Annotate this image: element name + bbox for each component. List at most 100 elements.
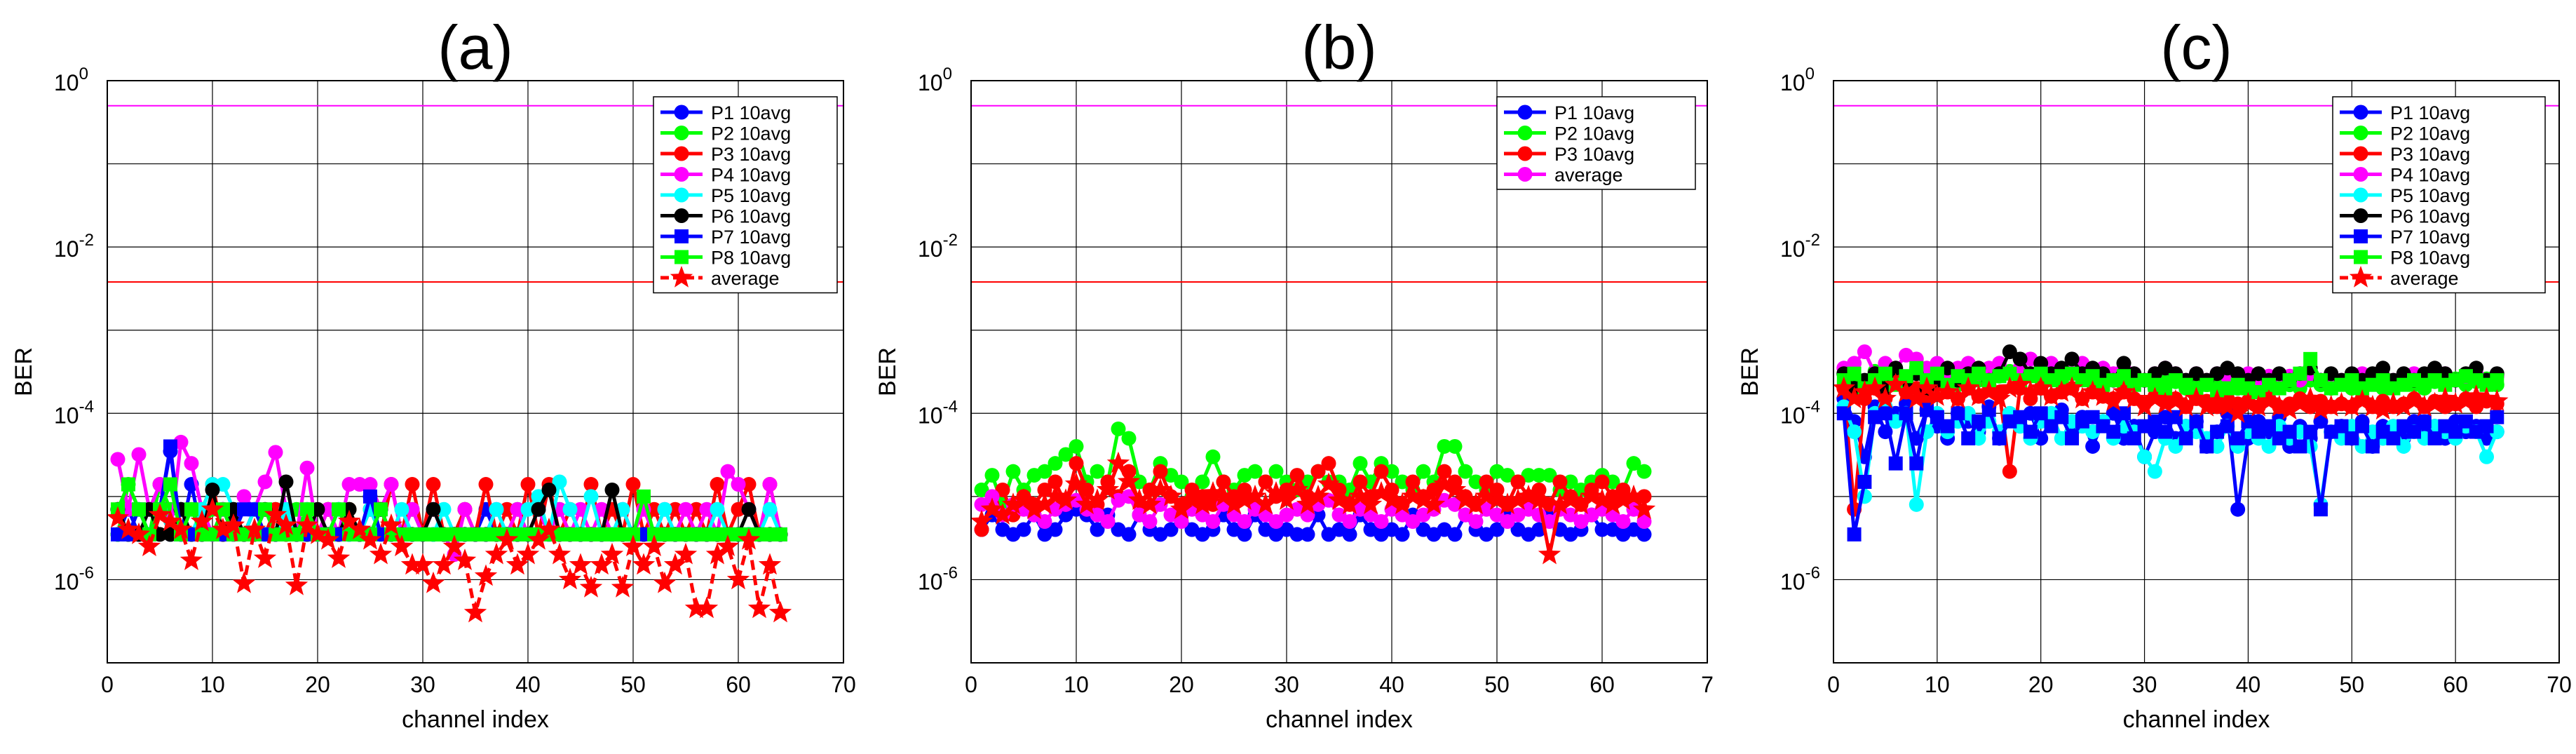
- data-point: [2137, 449, 2153, 464]
- data-point: [2267, 394, 2291, 417]
- data-point: [121, 477, 135, 492]
- data-point: [1864, 376, 1887, 398]
- data-point: [1405, 474, 1421, 490]
- data-point: [2002, 344, 2017, 359]
- data-point: [1174, 474, 1189, 490]
- data-point: [179, 548, 203, 570]
- data-point: [1064, 472, 1088, 494]
- data-point: [426, 477, 441, 492]
- data-point: [1369, 480, 1393, 503]
- data-point: [984, 489, 1000, 504]
- data-point: [1096, 478, 1120, 500]
- data-point: [2040, 384, 2063, 406]
- data-point: [457, 501, 473, 517]
- data-point: [2216, 394, 2239, 417]
- data-point: [2340, 394, 2364, 417]
- data-point: [1489, 522, 1505, 537]
- data-point: [2330, 391, 2353, 414]
- data-point: [274, 513, 298, 535]
- data-point: [2262, 419, 2276, 433]
- data-point: [1180, 488, 1204, 510]
- data-point: [626, 527, 640, 541]
- data-point: [1443, 478, 1467, 500]
- data-point: [2205, 389, 2229, 411]
- data-point: [432, 553, 456, 575]
- legend-marker: [674, 250, 689, 264]
- data-point: [1416, 464, 1431, 479]
- data-point: [2023, 424, 2038, 439]
- legend-marker: [674, 146, 689, 161]
- data-point: [2355, 419, 2370, 433]
- x-tick-label: 60: [2443, 672, 2468, 697]
- data-point: [2012, 351, 2028, 367]
- data-point: [1043, 484, 1067, 506]
- series-average: [1832, 372, 2509, 423]
- data-point: [1909, 497, 1924, 512]
- x-axis-label: channel index: [1266, 706, 1413, 733]
- data-point: [257, 474, 273, 490]
- data-point: [132, 502, 146, 517]
- data-point: [600, 542, 624, 565]
- legend-entry: P8 10avg: [2340, 248, 2470, 269]
- data-point: [1275, 488, 1299, 510]
- data-point: [1289, 468, 1305, 483]
- legend-label: P1 10avg: [711, 102, 791, 123]
- data-point: [1479, 474, 1494, 490]
- data-point: [741, 501, 757, 517]
- data-point: [1212, 484, 1235, 506]
- data-point: [1117, 470, 1141, 492]
- x-tick-label: 40: [1379, 672, 1404, 697]
- legend-marker: [2353, 208, 2368, 223]
- x-tick-label: 0: [1827, 672, 1840, 697]
- data-point: [2334, 419, 2349, 433]
- data-point: [2486, 389, 2509, 411]
- data-point: [1258, 474, 1273, 490]
- data-point: [2102, 389, 2125, 411]
- series-p8-10avg: [111, 477, 787, 541]
- plot-frame: [970, 80, 1708, 664]
- data-point: [1500, 468, 1515, 483]
- legend-marker: [1517, 146, 1533, 161]
- x-tick-label: 40: [2236, 672, 2261, 697]
- data-point: [1521, 468, 1536, 483]
- data-point: [604, 482, 620, 497]
- data-point: [2490, 410, 2504, 424]
- data-point: [625, 477, 641, 492]
- data-point: [2303, 424, 2318, 439]
- data-point: [1453, 488, 1477, 510]
- data-point: [2386, 431, 2401, 445]
- legend-marker: [674, 229, 689, 243]
- data-point: [1127, 488, 1151, 510]
- data-point: [2019, 380, 2042, 402]
- legend-entry: P1 10avg: [1504, 102, 1634, 123]
- legend-marker: [674, 208, 689, 223]
- data-point: [1359, 492, 1383, 515]
- data-point: [290, 527, 304, 541]
- data-point: [1285, 478, 1309, 500]
- data-point: [1201, 480, 1225, 503]
- data-point: [278, 474, 294, 490]
- data-point: [116, 518, 140, 539]
- legend-entry: P3 10avg: [2340, 144, 2470, 165]
- data-point: [2434, 386, 2457, 409]
- data-point: [2029, 376, 2052, 398]
- x-axis-label: channel index: [2123, 706, 2270, 733]
- chart-title: (c): [2160, 13, 2232, 82]
- data-point: [2319, 394, 2343, 417]
- data-point: [489, 501, 504, 517]
- data-point: [2070, 386, 2094, 409]
- data-point: [1843, 386, 1866, 409]
- data-point: [1348, 484, 1372, 506]
- data-point: [1847, 424, 1862, 440]
- data-point: [222, 513, 245, 535]
- data-point: [1233, 488, 1256, 510]
- data-point: [1296, 492, 1320, 515]
- data-point: [773, 527, 787, 541]
- y-axis-label: BER: [1737, 347, 1763, 396]
- data-point: [2133, 394, 2156, 417]
- data-point: [1468, 474, 1484, 490]
- y-tick-label: 10-2: [918, 231, 958, 262]
- data-point: [1342, 527, 1357, 542]
